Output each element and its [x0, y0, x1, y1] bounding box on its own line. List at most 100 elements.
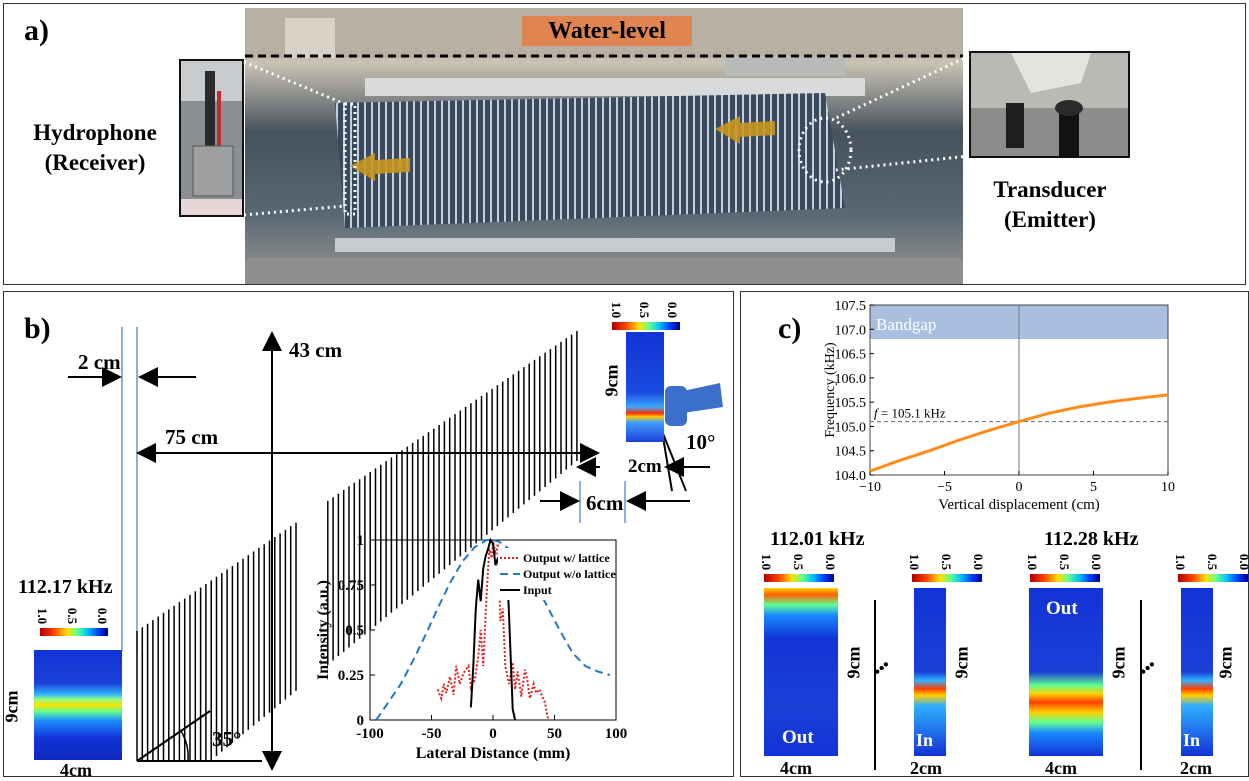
- x-axis-label: Lateral Distance (mm): [416, 745, 571, 762]
- y-tick-label: 1: [357, 533, 365, 549]
- c-colorbar-ticks: 1.0 0.5 0.0 1.0 0.5 0.0 1.0 0.5 0.0 1.0 …: [740, 552, 1249, 574]
- y-tick-label: 0.75: [338, 578, 364, 594]
- b-right-colorbar-ticks: 1.0 0.5 0.0: [608, 294, 684, 322]
- angle-10-line-b: [661, 430, 687, 492]
- y-tick-label: 104.5: [835, 445, 867, 460]
- c-tick-b1: 1.0: [907, 553, 923, 571]
- c-colorbars: [764, 574, 1248, 582]
- y-tick-label: 105.5: [835, 396, 867, 411]
- colorbar-tick-1: 1.0: [609, 301, 625, 319]
- c-heatmap-b-height: 9cm: [1108, 646, 1129, 679]
- zoom-lines: [243, 54, 970, 217]
- water-level-tag: Water-level: [522, 16, 692, 46]
- panel-a: [3, 3, 1246, 285]
- panel-c-label: c): [778, 312, 802, 345]
- dim-2cm-label: 2 cm: [78, 350, 121, 374]
- c-heatmap-in-a-width: 2cm: [910, 758, 942, 778]
- frequency-chart: Bandgap f = 105.1 kHz −10 −5 0 5 10 104.0 104.5 1…: [823, 299, 1175, 513]
- receiver-label-line1: Hydrophone: [33, 120, 157, 145]
- legend-label: Input: [523, 583, 552, 597]
- legend-label: Output w/ lattice: [523, 551, 610, 565]
- c-tick-a3: 0.0: [823, 553, 839, 571]
- c-freq-a: 112.01 kHz: [770, 528, 865, 550]
- c-tick-a1: 1.0: [759, 553, 775, 571]
- x-tick-label: 5: [1090, 480, 1097, 495]
- c-heatmap-in-b-width: 2cm: [1180, 758, 1212, 778]
- receiver-label: Hydrophone (Receiver): [20, 118, 170, 178]
- c-tick-d2: 0.5: [1205, 553, 1221, 571]
- angle-35-ray: [136, 710, 211, 762]
- c-freq-b: 112.28 kHz: [1044, 528, 1139, 550]
- colorbar-tick-0-left: 0.0: [95, 607, 111, 625]
- angle-10-label: 10°: [686, 430, 716, 454]
- angle-35-arc: [180, 730, 189, 762]
- panel-b-label: b): [24, 312, 51, 345]
- annotation-label: f = 105.1 kHz: [874, 406, 946, 421]
- dim-6cm-label: 6cm: [586, 491, 624, 515]
- c-tick-c3: 0.0: [1089, 553, 1105, 571]
- angle-35-label: 35°: [212, 727, 242, 751]
- c-in-a-label: In: [916, 730, 934, 750]
- emitter-label: Transducer (Emitter): [970, 175, 1130, 235]
- b-right-heatmap: [626, 332, 664, 442]
- c-heatmap-in-a-height: 9cm: [951, 646, 972, 679]
- series-line-output-w-o-lattice: [375, 539, 611, 721]
- receiver-label-line2: (Receiver): [44, 150, 146, 175]
- b-left-heatmap: [34, 650, 122, 760]
- c-tick-b2: 0.5: [939, 553, 955, 571]
- c-tick-d1: 1.0: [1173, 553, 1189, 571]
- emitter-label-line1: Transducer: [993, 177, 1107, 202]
- b-right-colorbar: [612, 290, 692, 339]
- c-heatmap-b-width: 4cm: [1045, 758, 1077, 778]
- c-heatmap-out-a: [764, 588, 838, 756]
- x-axis-label: Vertical displacement (cm): [938, 497, 1100, 513]
- b-left-heatmap-height: 9cm: [1, 690, 22, 723]
- bandgap-label: Bandgap: [876, 315, 936, 334]
- c-heatmap-a-width: 4cm: [780, 758, 812, 778]
- y-tick-label: 0.5: [345, 623, 364, 639]
- colorbar-tick-05: 0.5: [637, 301, 653, 319]
- c-heatmap-in-b-height: 9cm: [1215, 646, 1236, 679]
- c-tick-b3: 0.0: [971, 553, 987, 571]
- b-left-colorbar-ticks: 1.0 0.5 0.0: [34, 606, 110, 628]
- intensity-chart: -100 -50 0 50 100 0 0.25 0.5 0.75 1 Lateral Distan…: [315, 533, 628, 762]
- hydrophone-inset-drawing: [181, 61, 242, 215]
- x-tick-label: -50: [422, 726, 442, 742]
- dim-43cm-label: 43 cm: [289, 338, 343, 362]
- x-tick-label: 100: [605, 726, 628, 742]
- y-tick-label: 106.0: [835, 372, 867, 387]
- c-separator-a: [874, 600, 876, 770]
- x-tick-label: 0: [489, 726, 497, 742]
- x-tick-label: −10: [859, 480, 881, 495]
- colorbar-tick-0: 0.0: [665, 301, 681, 319]
- y-tick-label: 106.5: [835, 348, 867, 363]
- c-heatmap-out-b: [1029, 588, 1103, 756]
- b-left-heatmap-width: 4cm: [60, 760, 92, 780]
- y-tick-label: 107.0: [835, 323, 867, 338]
- x-tick-label: 10: [1161, 480, 1175, 495]
- x-tick-label: 0: [1016, 480, 1023, 495]
- b-right-heatmap-height: 9cm: [601, 364, 622, 397]
- b-left-colorbar: [40, 628, 108, 636]
- c-tick-a2: 0.5: [791, 553, 807, 571]
- c-heatmap-a-height: 9cm: [843, 646, 864, 679]
- c-separator-b: [1140, 600, 1142, 770]
- legend-label: Output w/o lattice: [523, 567, 616, 581]
- colorbar-tick-05-left: 0.5: [65, 607, 81, 625]
- transducer-icon: [665, 383, 723, 426]
- c-out-a-label: Out: [782, 727, 814, 748]
- dim-75cm-label: 75 cm: [165, 425, 219, 449]
- colorbar-tick-1-left: 1.0: [35, 607, 51, 625]
- y-tick-label: 0.25: [338, 668, 364, 684]
- c-heatmap-in-a: [914, 588, 946, 756]
- frequency-curve: [869, 393, 1169, 473]
- b-left-freq: 112.17 kHz: [18, 576, 113, 598]
- y-tick-label: 105.0: [835, 420, 867, 435]
- c-out-b-label: Out: [1046, 598, 1078, 619]
- y-axis-label: Intensity (a.u.): [315, 580, 332, 680]
- dim-2cm-b-label: 2cm: [628, 456, 662, 477]
- emitter-label-line2: (Emitter): [1004, 207, 1096, 232]
- panel-a-label: a): [24, 14, 49, 47]
- y-tick-label: 107.5: [835, 299, 867, 314]
- y-tick-label: 104.0: [835, 469, 867, 484]
